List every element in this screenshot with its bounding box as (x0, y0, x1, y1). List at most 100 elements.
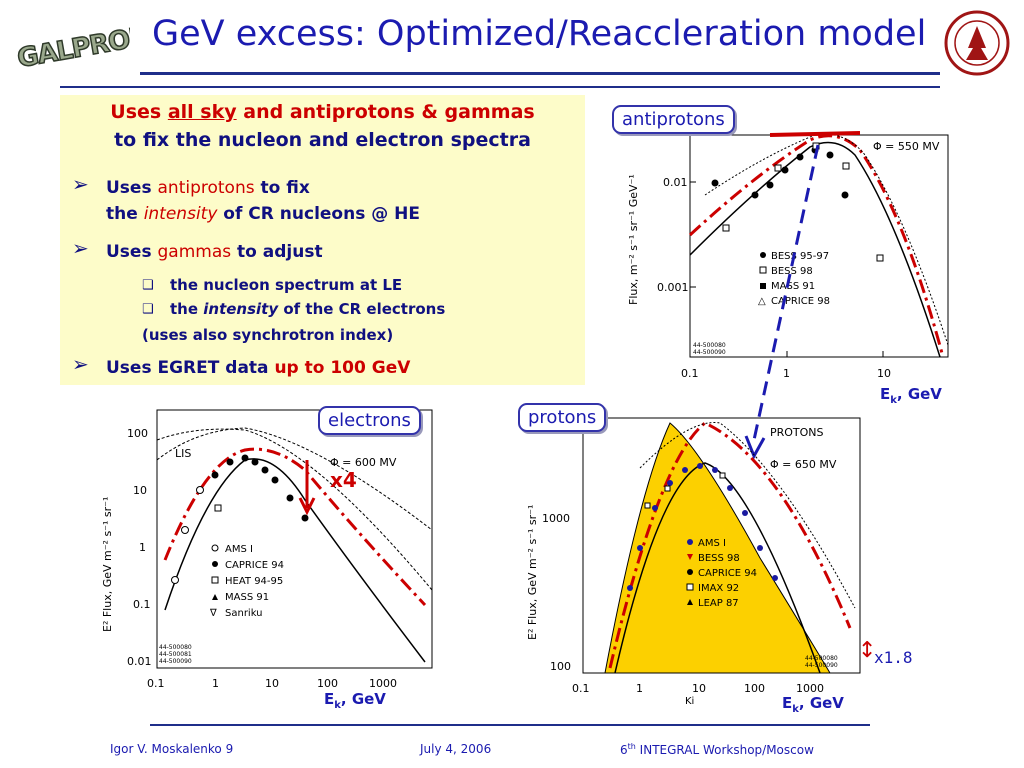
x-tick: 0.1 (572, 682, 590, 695)
checkbox-bullet-icon: ❑ (142, 278, 154, 293)
legend-item: MASS 91 (771, 281, 815, 292)
x18-arrow-icon: ↕ (858, 638, 877, 663)
x-tick: 100 (317, 677, 338, 690)
model-curve-red (688, 134, 945, 358)
legend-item: AMS I (225, 544, 253, 555)
summary-box (60, 95, 585, 385)
electrons-tag: electrons (318, 406, 421, 435)
figure-code: 44-500080 (693, 342, 726, 349)
checkbox-bullet-icon: ❑ (142, 302, 154, 317)
phi-annotation: Φ = 600 MV (330, 456, 397, 469)
y-tick: 100 (127, 427, 148, 440)
sub-bullet-electrons: the intensity of the CR electrons (170, 300, 446, 318)
y-tick: 100 (550, 660, 571, 673)
legend-item: CAPRICE 98 (771, 296, 830, 307)
legend-item: CAPRICE 94 (225, 560, 284, 571)
red-marker-line (769, 131, 861, 137)
ek-label-protons: Ek, GeV (782, 694, 844, 715)
figure-code: 44-500090 (805, 662, 838, 669)
bullet-arrow-icon: ➢ (72, 352, 89, 376)
x-tick: 0.1 (147, 677, 165, 690)
y-tick: 1 (139, 541, 146, 554)
model-curve-dotted (704, 133, 949, 346)
protons-tag: protons (518, 403, 607, 432)
footer-date: July 4, 2006 (420, 742, 492, 756)
logo-text: GALPROP (15, 22, 130, 74)
title-rule-2 (60, 86, 940, 88)
figure-code: 44-500080 (159, 644, 192, 651)
x-tick: 100 (744, 682, 765, 695)
y-axis-label: Flux, m⁻² s⁻¹ sr⁻¹ GeV⁻¹ (627, 174, 640, 305)
bullet-egret: Uses EGRET data up to 100 GeV (106, 358, 411, 378)
model-curve (164, 458, 426, 663)
legend-item: MASS 91 (225, 592, 269, 603)
legend-item: CAPRICE 94 (698, 568, 757, 579)
x-tick: 1 (636, 682, 643, 695)
heading-line2: to fix the nucleon and electron spectra (114, 129, 531, 151)
page-title: GeV excess: Optimized/Reaccleration mode… (152, 14, 927, 54)
bullet-antiprotons: Uses antiprotons to fix (106, 178, 310, 198)
model-curve-red (608, 421, 852, 669)
phi-annotation: Φ = 650 MV (770, 458, 837, 471)
figure-code: 44-500081 (159, 651, 192, 658)
y-tick: 1000 (542, 512, 570, 525)
yellow-band (604, 422, 831, 674)
legend-item: Sanriku (225, 608, 263, 619)
model-curve (614, 462, 821, 674)
bullet-gammas: Uses gammas to adjust (106, 242, 323, 262)
dashed-arrow (744, 144, 820, 460)
antiproton-chart: 0.01 0.001 0.1 1 10 Flux, m⁻² s⁻¹ sr⁻¹ G… (627, 131, 949, 380)
legend-item: IMAX 92 (698, 583, 739, 594)
heading-part: and antiprotons & gammas (236, 101, 535, 123)
figure-code: 44-500090 (159, 658, 192, 665)
y-tick: 0.01 (127, 655, 152, 668)
x4-label: x4 (330, 468, 357, 492)
x-tick: 10 (877, 367, 891, 380)
x18-label: x1.8 (874, 648, 913, 667)
summary-heading: Uses all sky and antiprotons & gammas to… (60, 98, 585, 154)
heading-part: Uses (110, 101, 168, 123)
title-rule (140, 72, 940, 75)
x-tick: 10 (265, 677, 279, 690)
heading-all-sky: all sky (167, 101, 237, 123)
svg-text:△: △ (758, 296, 766, 307)
y-axis-label: E² Flux, GeV m⁻² s⁻¹ sr⁻¹ (526, 505, 539, 640)
bullet-arrow-icon: ➢ (72, 236, 89, 260)
galprop-logo: GALPROP (10, 14, 150, 76)
footer-rule (150, 724, 870, 726)
y-tick: 0.01 (663, 176, 688, 189)
sub-bullet-synchrotron: (uses also synchrotron index) (142, 326, 394, 344)
figure-code: 44-500080 (805, 655, 838, 662)
lis-label: LIS (175, 447, 191, 460)
x-tick: 0.1 (681, 367, 699, 380)
bullet-arrow-icon: ➢ (72, 172, 89, 196)
legend-item: BESS 98 (771, 266, 813, 277)
model-curve-dotted (156, 427, 433, 531)
y-tick: 10 (133, 484, 147, 497)
x-tick: 1000 (369, 677, 397, 690)
legend-item: BESS 95-97 (771, 251, 829, 262)
y-tick: 0.1 (133, 598, 151, 611)
protons-title: PROTONS (770, 426, 824, 439)
data-points (711, 146, 849, 199)
x-tick: 1000 (796, 682, 824, 695)
y-axis-label: E² Flux, GeV m⁻² s⁻¹ sr⁻¹ (101, 497, 114, 632)
ek-label-antiprotons: Ek, GeV (880, 385, 942, 406)
legend-item: AMS I (698, 538, 726, 549)
footer-author: Igor V. Moskalenko 9 (110, 742, 234, 756)
footer-event: 6th INTEGRAL Workshop/Moscow (620, 742, 814, 757)
antiprotons-tag: antiprotons (612, 105, 735, 134)
model-curve-red (163, 447, 427, 607)
electron-chart: 100 10 1 0.1 0.01 0.1 1 10 100 1000 E² F… (101, 409, 433, 690)
sub-bullet-nucleon: the nucleon spectrum at LE (170, 276, 403, 294)
bullet-antiprotons-2: the intensity of CR nucleons @ HE (106, 204, 421, 224)
x-tick: 10 (692, 682, 706, 695)
legend-item: HEAT 94-95 (225, 576, 283, 587)
figure-code: 44-500090 (693, 349, 726, 356)
svg-text:∇: ∇ (209, 608, 217, 619)
model-curve (689, 141, 941, 358)
ek-label-electrons: Ek, GeV (324, 690, 386, 711)
phi-annotation: Φ = 550 MV (873, 140, 940, 153)
proton-chart: 1000 100 0.1 1 10 100 1000 Ki E² Flux, G… (526, 417, 861, 707)
legend-item: LEAP 87 (698, 598, 739, 609)
